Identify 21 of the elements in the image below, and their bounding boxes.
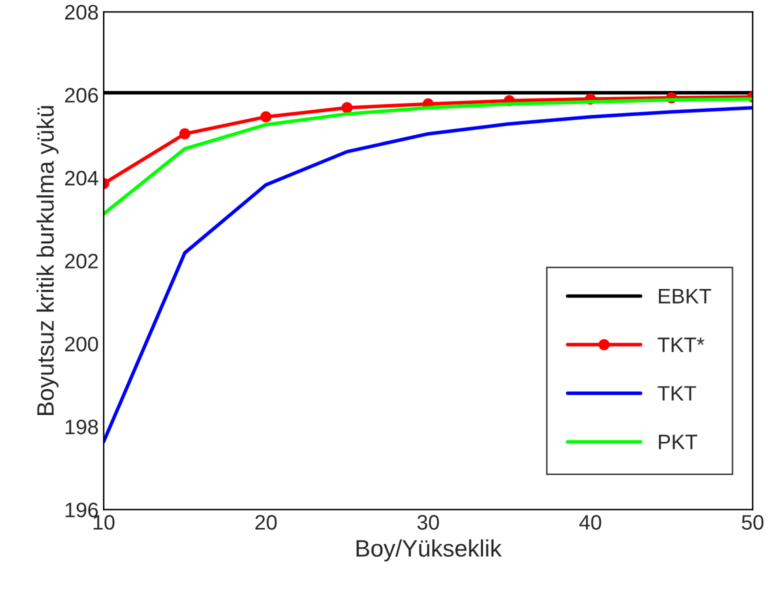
y-tick-label: 198 [66, 420, 98, 434]
x-tick-label: 30 [417, 514, 439, 530]
x-tick-label: 50 [742, 514, 764, 530]
legend-label: TKT* [658, 338, 704, 352]
point [260, 111, 272, 122]
y-tick-label: 202 [65, 254, 98, 269]
y-tick-label: 200 [65, 336, 98, 352]
x-tick-label: 10 [94, 514, 114, 530]
y-axis-title: Boyutsuz kritik burkulma yükü [36, 106, 59, 415]
x-tick-label: 20 [255, 514, 277, 530]
y-tick-label: 208 [65, 4, 98, 20]
x-tick-label: 40 [579, 514, 602, 530]
point [179, 128, 190, 140]
y-tick-label: 196 [66, 502, 98, 518]
x-axis-title: Boy/Yükseklik [356, 539, 502, 562]
legend-label: EBKT [658, 289, 712, 304]
legend-label: TKT [658, 386, 696, 401]
y-tick-label: 206 [65, 88, 98, 103]
y-tick-label: 204 [65, 170, 98, 186]
point [341, 102, 353, 114]
legend-label: PKT [658, 434, 698, 450]
